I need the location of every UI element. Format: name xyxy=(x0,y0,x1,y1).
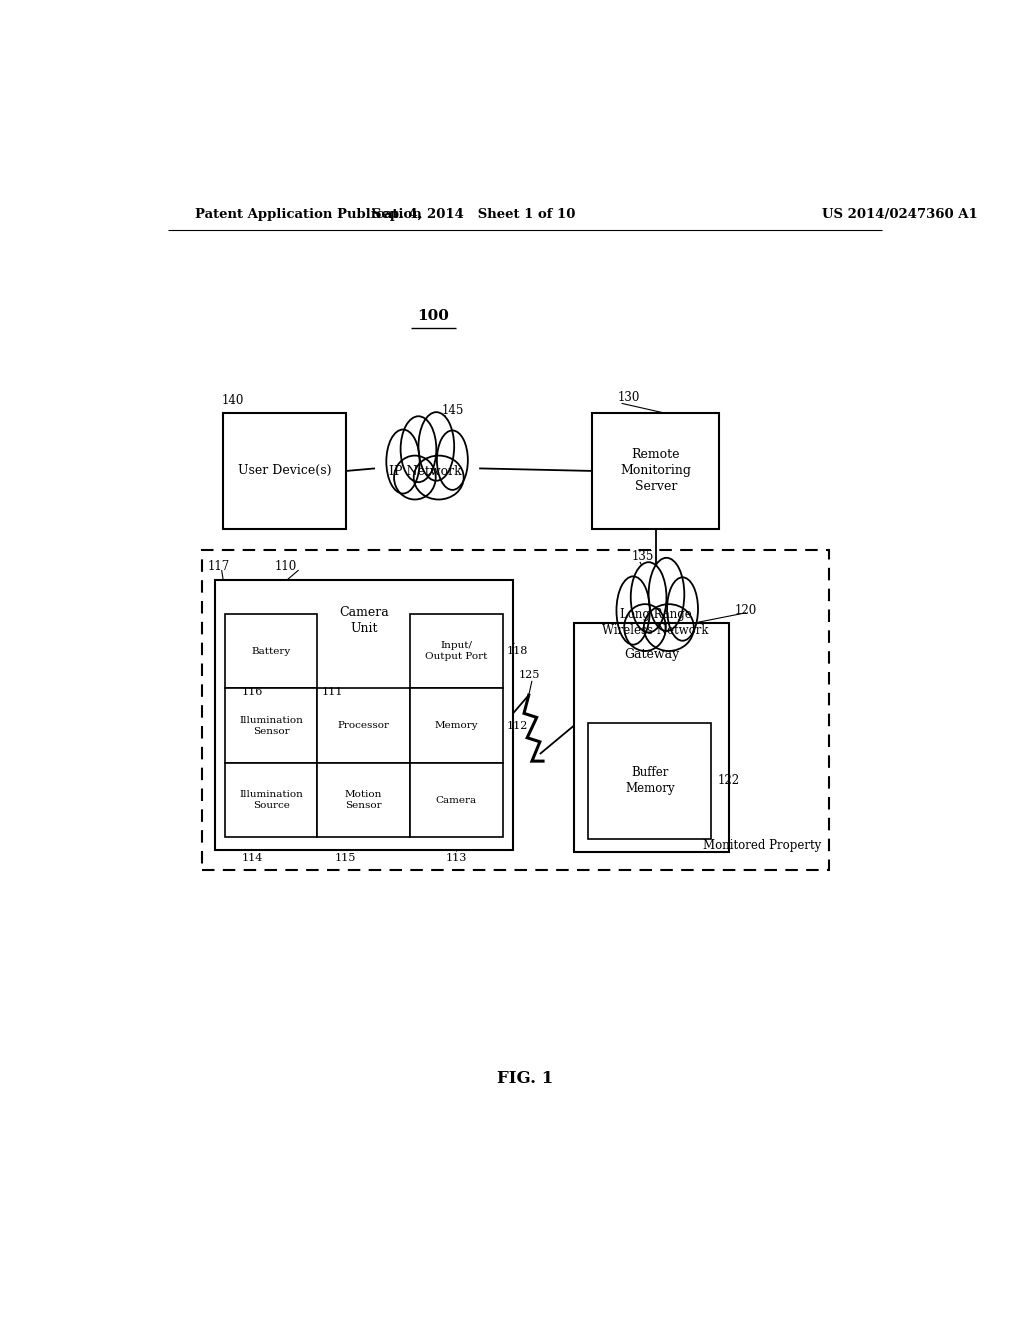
Text: Gateway: Gateway xyxy=(624,648,679,661)
Text: Illumination
Source: Illumination Source xyxy=(240,791,303,810)
Bar xyxy=(588,722,712,840)
Text: Monitored Property: Monitored Property xyxy=(702,838,821,851)
Text: Motion
Sensor: Motion Sensor xyxy=(345,791,382,810)
Ellipse shape xyxy=(386,429,420,494)
Ellipse shape xyxy=(631,562,667,632)
Text: IP Network: IP Network xyxy=(389,465,462,478)
Text: Remote
Monitoring
Server: Remote Monitoring Server xyxy=(621,449,691,494)
Text: 112: 112 xyxy=(507,721,528,730)
Text: Buffer
Memory: Buffer Memory xyxy=(625,767,675,796)
Bar xyxy=(574,623,729,851)
Ellipse shape xyxy=(400,416,436,482)
Ellipse shape xyxy=(616,577,650,644)
Text: 115: 115 xyxy=(335,853,356,863)
Text: User Device(s): User Device(s) xyxy=(238,465,332,478)
Text: 111: 111 xyxy=(322,688,343,697)
Text: 114: 114 xyxy=(242,853,263,863)
Text: Sep. 4, 2014   Sheet 1 of 10: Sep. 4, 2014 Sheet 1 of 10 xyxy=(372,207,574,220)
Bar xyxy=(215,581,513,850)
Text: Long Range
Wireless Network: Long Range Wireless Network xyxy=(602,609,709,638)
Text: 118: 118 xyxy=(507,645,528,656)
Bar xyxy=(410,763,503,837)
Ellipse shape xyxy=(419,412,455,480)
Ellipse shape xyxy=(437,430,468,490)
Text: 125: 125 xyxy=(518,669,540,680)
Text: 122: 122 xyxy=(718,775,739,788)
Text: 117: 117 xyxy=(207,561,229,573)
Ellipse shape xyxy=(414,455,464,499)
Text: 135: 135 xyxy=(632,550,654,564)
Bar xyxy=(592,413,719,529)
Ellipse shape xyxy=(625,605,666,651)
Text: 130: 130 xyxy=(617,391,640,404)
Text: 145: 145 xyxy=(441,404,464,417)
Ellipse shape xyxy=(644,605,694,651)
Text: Processor: Processor xyxy=(338,721,390,730)
Bar xyxy=(410,688,503,763)
Bar xyxy=(225,614,317,688)
Bar xyxy=(225,763,317,837)
Ellipse shape xyxy=(648,558,684,631)
Bar xyxy=(317,688,410,763)
Bar xyxy=(317,763,410,837)
Ellipse shape xyxy=(667,577,698,640)
Text: 120: 120 xyxy=(735,605,758,618)
Text: US 2014/0247360 A1: US 2014/0247360 A1 xyxy=(822,207,978,220)
Text: 116: 116 xyxy=(242,688,263,697)
Ellipse shape xyxy=(394,455,436,499)
Text: 140: 140 xyxy=(221,393,244,407)
Text: Camera: Camera xyxy=(436,796,477,805)
Bar xyxy=(223,413,346,529)
Bar xyxy=(410,614,503,688)
Text: FIG. 1: FIG. 1 xyxy=(497,1069,553,1086)
Text: Battery: Battery xyxy=(252,647,291,656)
Bar xyxy=(225,688,317,763)
Text: Input/
Output Port: Input/ Output Port xyxy=(425,642,487,661)
Text: Patent Application Publication: Patent Application Publication xyxy=(196,207,422,220)
Bar xyxy=(202,549,828,870)
Text: Illumination
Sensor: Illumination Sensor xyxy=(240,715,303,735)
Text: 100: 100 xyxy=(418,309,450,323)
Text: Camera
Unit: Camera Unit xyxy=(339,606,389,635)
Text: 113: 113 xyxy=(445,853,467,863)
Text: Memory: Memory xyxy=(434,721,478,730)
Text: 110: 110 xyxy=(274,561,297,573)
